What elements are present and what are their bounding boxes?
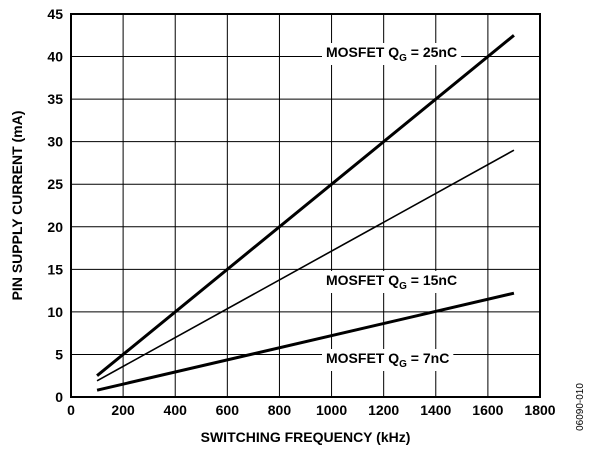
x-axis-title: SWITCHING FREQUENCY (kHz) — [201, 429, 411, 445]
x-tick-label: 800 — [268, 402, 292, 418]
x-tick-label: 1000 — [316, 402, 347, 418]
label-main: MOSFET Q — [326, 350, 399, 366]
label-subscript: G — [399, 281, 407, 292]
label-main: MOSFET Q — [326, 272, 399, 288]
tick-labels: 0 200 400 600 800 1000 1200 1400 1600 1800 0 5 10 15 2… — [47, 6, 555, 418]
label-subscript: G — [399, 359, 407, 370]
label-tail: = 7nC — [407, 350, 449, 366]
label-background — [322, 43, 462, 65]
label-background — [322, 349, 454, 371]
y-axis-title: PIN SUPPLY CURRENT (mA) — [9, 111, 25, 301]
series-line-1 — [96, 34, 515, 377]
series-line-2 — [96, 149, 515, 382]
x-tick-label: 1600 — [472, 402, 503, 418]
series-label-3: MOSFET QG = 7nC — [322, 349, 454, 371]
y-tick-label: 35 — [47, 91, 63, 107]
label-main: MOSFET Q — [326, 44, 399, 60]
y-tick-label: 30 — [47, 134, 63, 150]
x-tick-label: 0 — [67, 402, 75, 418]
y-tick-label: 40 — [47, 49, 63, 65]
label-tail: = 15nC — [407, 272, 457, 288]
y-tick-label: 10 — [47, 304, 63, 320]
y-tick-label: 0 — [55, 389, 63, 405]
x-tick-label: 1200 — [368, 402, 399, 418]
y-tick-label: 20 — [47, 219, 63, 235]
plot-frame — [70, 13, 541, 398]
grid — [71, 14, 540, 397]
label-background — [322, 271, 462, 293]
series-label-text: MOSFET QG = 7nC — [326, 350, 449, 370]
series-label-2: MOSFET QG = 15nC — [322, 271, 462, 293]
label-subscript: G — [399, 53, 407, 64]
x-tick-label: 1400 — [420, 402, 451, 418]
x-tick-label: 200 — [111, 402, 135, 418]
y-tick-label: 15 — [47, 261, 63, 277]
x-tick-label: 1800 — [524, 402, 555, 418]
y-tick-label: 25 — [47, 176, 63, 192]
y-tick-label: 45 — [47, 6, 63, 22]
x-tick-label: 400 — [164, 402, 188, 418]
series-label-text: MOSFET QG = 15nC — [326, 272, 457, 292]
x-tick-label: 600 — [216, 402, 240, 418]
series-label-1: MOSFET QG = 25nC — [322, 43, 462, 65]
figure-id: 06090-010 — [575, 383, 586, 431]
series-lines — [96, 34, 515, 392]
series-label-text: MOSFET QG = 25nC — [326, 44, 457, 64]
series-line-3 — [96, 291, 515, 392]
label-tail: = 25nC — [407, 44, 457, 60]
y-tick-label: 5 — [55, 346, 63, 362]
